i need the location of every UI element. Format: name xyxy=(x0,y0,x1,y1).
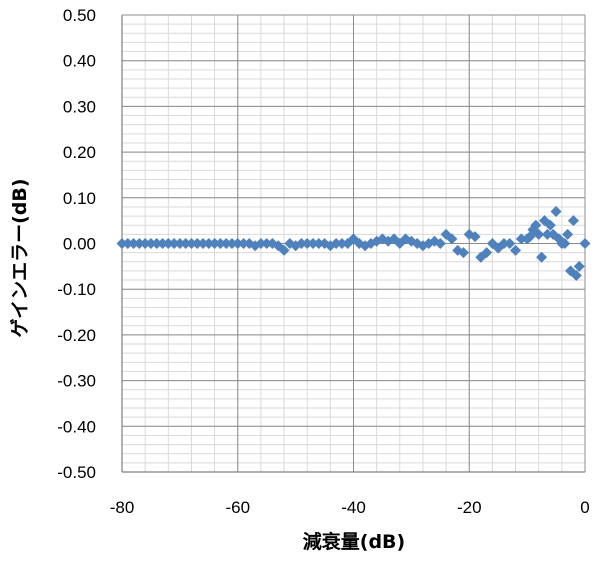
y-tick-label: -0.20 xyxy=(57,326,96,345)
data-point xyxy=(278,244,290,256)
data-point xyxy=(145,238,157,249)
data-point xyxy=(116,238,128,249)
data-point xyxy=(330,238,342,249)
data-point xyxy=(209,238,221,249)
data-point xyxy=(162,238,174,249)
data-point xyxy=(498,238,510,249)
data-point xyxy=(197,238,209,249)
x-tick-label: -40 xyxy=(341,498,366,517)
data-point xyxy=(515,233,527,245)
x-tick-label: 0 xyxy=(580,498,589,517)
data-point xyxy=(214,238,226,249)
y-tick-label: 0.50 xyxy=(63,6,96,25)
data-point xyxy=(174,238,186,249)
data-point xyxy=(530,219,542,231)
x-tick-label: -20 xyxy=(457,498,482,517)
data-point xyxy=(122,238,134,249)
data-point xyxy=(536,251,548,263)
data-point xyxy=(180,238,192,249)
data-point xyxy=(226,238,238,249)
x-tick-labels: -80 -60 -40 -20 0 xyxy=(110,498,590,517)
y-tick-label: -0.50 xyxy=(57,463,96,482)
data-point xyxy=(307,238,319,249)
data-point xyxy=(567,215,579,227)
data-point xyxy=(157,238,169,249)
data-point xyxy=(336,238,348,249)
data-point xyxy=(541,228,553,240)
y-tick-labels: 0.50 0.40 0.30 0.20 0.10 0.00 -0.10 -0.20 -0.30 -… xyxy=(57,6,96,482)
data-point xyxy=(573,260,585,272)
data-point xyxy=(550,206,562,218)
data-point xyxy=(133,238,145,249)
y-axis-title: ゲインエラー(dB) xyxy=(9,178,31,337)
data-points xyxy=(116,206,591,281)
y-tick-label: 0.10 xyxy=(63,189,96,208)
data-point xyxy=(255,238,267,249)
data-point xyxy=(139,238,151,249)
y-tick-label: 0.40 xyxy=(63,52,96,71)
data-point xyxy=(220,238,232,249)
data-point xyxy=(434,238,446,249)
data-point xyxy=(504,238,516,249)
data-point xyxy=(559,238,571,249)
data-point xyxy=(533,228,545,240)
y-tick-label: -0.30 xyxy=(57,372,96,391)
x-axis-title: 減衰量(dB) xyxy=(303,530,405,553)
data-point xyxy=(544,219,556,231)
y-tick-label: 0.00 xyxy=(63,235,96,254)
data-point xyxy=(301,238,313,249)
data-point xyxy=(510,244,522,256)
data-point xyxy=(469,231,481,243)
data-point xyxy=(261,238,273,249)
data-point xyxy=(238,238,250,249)
y-tick-label: -0.40 xyxy=(57,417,96,436)
data-point xyxy=(481,247,493,259)
data-point xyxy=(191,238,203,249)
y-tick-label: 0.30 xyxy=(63,97,96,116)
data-point xyxy=(151,238,163,249)
data-point xyxy=(570,269,582,281)
data-point xyxy=(446,233,458,245)
data-point xyxy=(203,238,215,249)
data-point xyxy=(562,228,574,240)
x-tick-label: -60 xyxy=(225,498,250,517)
data-point xyxy=(313,238,325,249)
y-tick-label: 0.20 xyxy=(63,143,96,162)
data-point xyxy=(232,238,244,249)
y-tick-label: -0.10 xyxy=(57,280,96,299)
data-point xyxy=(128,238,140,249)
data-point xyxy=(457,247,469,259)
data-point xyxy=(295,238,307,249)
data-point xyxy=(168,238,180,249)
data-point xyxy=(185,238,197,249)
data-point xyxy=(579,238,591,249)
x-tick-label: -80 xyxy=(110,498,135,517)
